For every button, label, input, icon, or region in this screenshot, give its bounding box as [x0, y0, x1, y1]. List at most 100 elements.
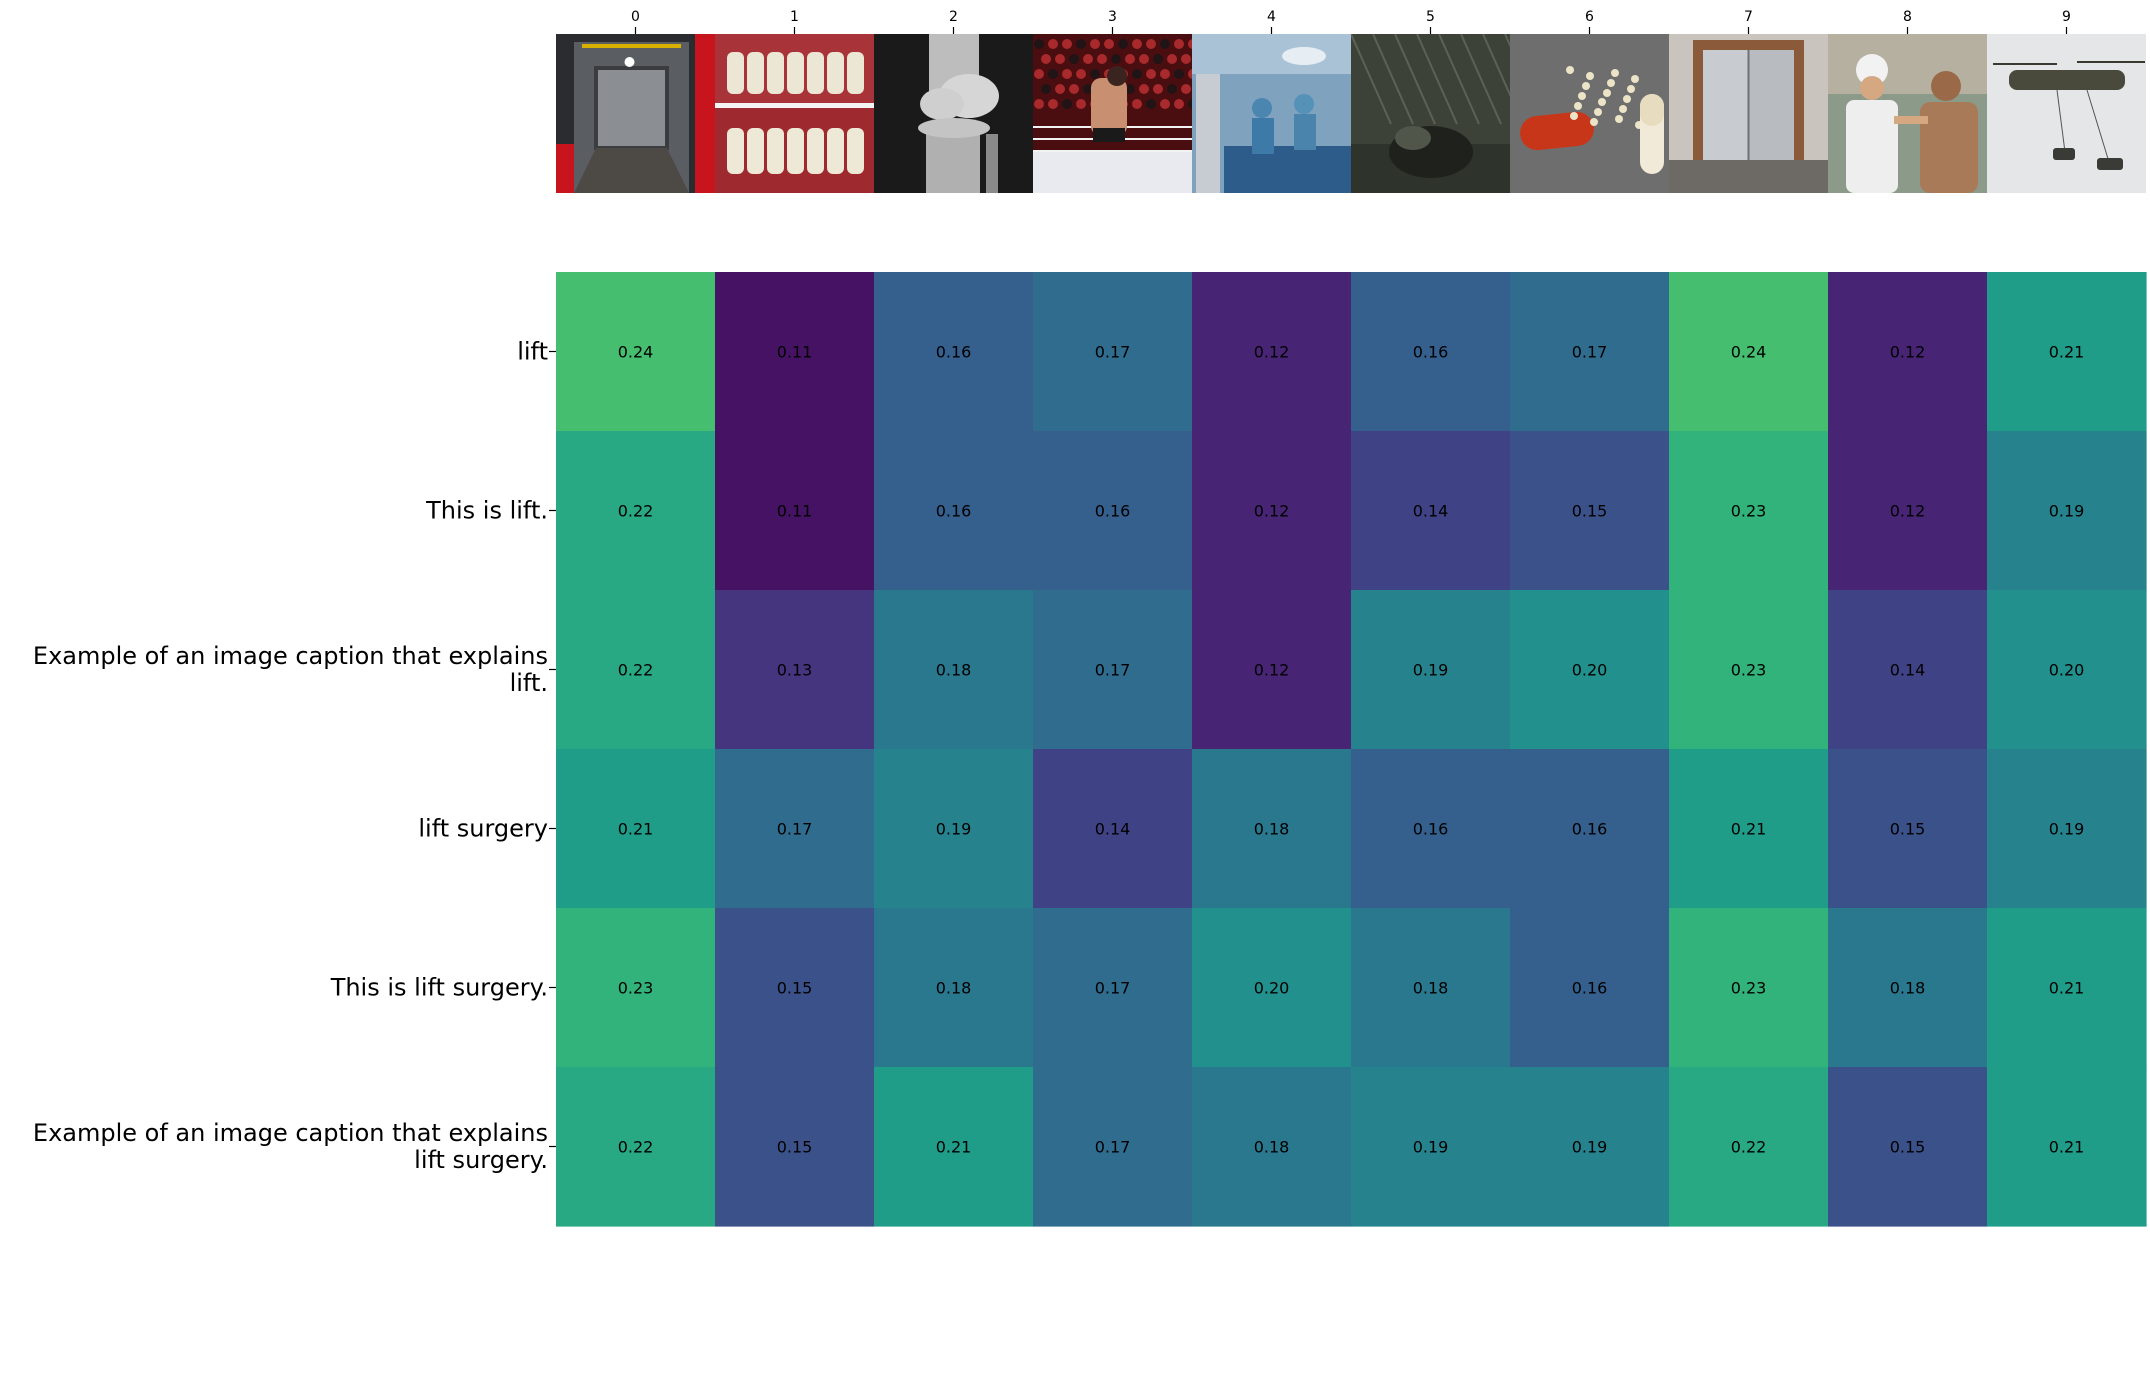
heatmap-cell — [1828, 431, 1988, 591]
cell-value-label: 0.14 — [1413, 502, 1449, 521]
x-tick-label: 0 — [631, 9, 640, 25]
heatmap-cell — [1828, 590, 1988, 750]
heatmap-cell — [1033, 590, 1193, 750]
heatmap-cell — [1510, 590, 1670, 750]
cell-value-label: 0.24 — [1731, 343, 1767, 362]
cell-value-label: 0.15 — [1890, 1138, 1926, 1157]
cell-value-label: 0.17 — [1095, 661, 1131, 680]
heatmap-cell — [1192, 908, 1352, 1068]
cell-value-label: 0.17 — [777, 820, 813, 839]
cell-value-label: 0.23 — [1731, 661, 1767, 680]
heatmap-cell — [1351, 1067, 1511, 1227]
operating-room-photo — [1192, 34, 1351, 193]
cell-value-label: 0.23 — [1731, 502, 1767, 521]
cell-value-label: 0.16 — [1572, 979, 1608, 998]
image-thumbnail-3 — [1033, 34, 1192, 193]
cell-value-label: 0.22 — [1731, 1138, 1767, 1157]
heatmap-cell — [1033, 749, 1193, 909]
cell-value-label: 0.15 — [777, 979, 813, 998]
cell-value-label: 0.19 — [1572, 1138, 1608, 1157]
x-tick-label: 8 — [1903, 9, 1912, 25]
cell-value-label: 0.21 — [2049, 343, 2085, 362]
heatmap-cell — [1351, 431, 1511, 591]
x-tick-label: 3 — [1108, 9, 1117, 25]
heatmap-cell — [1510, 272, 1670, 432]
cell-value-label: 0.21 — [2049, 979, 2085, 998]
cell-value-label: 0.12 — [1890, 343, 1926, 362]
knee-xray-photo — [874, 34, 1033, 193]
x-tick-label: 2 — [949, 9, 958, 25]
image-thumbnail-0 — [556, 34, 715, 193]
elevator-interior-photo — [556, 34, 715, 193]
heatmap-cell — [1669, 431, 1829, 591]
heatmap-cell — [1510, 1067, 1670, 1227]
dark-creature-scene-photo — [1351, 34, 1510, 193]
elevator-doors-photo — [1669, 34, 1828, 193]
heatmap-cell — [1828, 908, 1988, 1068]
heatmap-cell — [1351, 908, 1511, 1068]
cell-value-label: 0.18 — [1254, 1138, 1290, 1157]
image-thumbnail-strip — [556, 34, 2146, 193]
cell-value-label: 0.21 — [2049, 1138, 2085, 1157]
heatmap-cell — [1351, 590, 1511, 750]
heatmap-cell — [1828, 1067, 1988, 1227]
image-thumbnail-5 — [1351, 34, 1510, 193]
x-tick-label: 6 — [1585, 9, 1594, 25]
cell-value-label: 0.11 — [777, 502, 813, 521]
heatmap-cell — [1669, 749, 1829, 909]
image-thumbnail-8 — [1828, 34, 1987, 193]
heatmap-cell — [1351, 272, 1511, 432]
cell-value-label: 0.21 — [618, 820, 654, 839]
doctor-examining-patient-photo — [1828, 34, 1987, 193]
heatmap-cell — [1669, 1067, 1829, 1227]
image-thumbnail-4 — [1192, 34, 1351, 193]
cell-value-label: 0.13 — [777, 661, 813, 680]
x-tick-label: 4 — [1267, 9, 1276, 25]
x-tick-label: 5 — [1426, 9, 1435, 25]
heatmap-cell — [1192, 590, 1352, 750]
heatmap-cells: 0.24 0.11 0.16 0.17 0.12 0.16 0.17 0.24 0.12 0.21… — [556, 272, 2147, 1227]
y-tick-label: lift — [517, 338, 548, 366]
heatmap-cell — [874, 590, 1034, 750]
cell-value-label: 0.19 — [2049, 820, 2085, 839]
x-tick-label: 9 — [2062, 9, 2071, 25]
heatmap-cell — [715, 431, 875, 591]
heatmap-cell — [556, 272, 716, 432]
spilled-capsule-pills-photo — [1510, 34, 1669, 193]
cell-value-label: 0.18 — [1890, 979, 1926, 998]
cell-value-label: 0.18 — [1254, 820, 1290, 839]
cell-value-label: 0.16 — [936, 502, 972, 521]
cell-value-label: 0.12 — [1890, 502, 1926, 521]
heatmap-cell — [1987, 590, 2147, 750]
heatmap-cell — [1987, 908, 2147, 1068]
cell-value-label: 0.17 — [1095, 343, 1131, 362]
image-thumbnail-1 — [715, 34, 874, 193]
cell-value-label: 0.17 — [1572, 343, 1608, 362]
y-axis-ticks: lift This is lift. Example of an image cap… — [33, 338, 556, 1174]
heatmap-cell — [1987, 1067, 2147, 1227]
heatmap-cell — [1510, 749, 1670, 909]
cell-value-label: 0.22 — [618, 1138, 654, 1157]
image-thumbnail-2 — [874, 34, 1033, 193]
heatmap-cell — [1033, 272, 1193, 432]
heatmap-cell — [556, 749, 716, 909]
heatmap-cell — [1192, 431, 1352, 591]
image-thumbnail-9 — [1987, 34, 2146, 193]
heatmap-cell — [715, 749, 875, 909]
heatmap-cell — [715, 908, 875, 1068]
heatmap-cell — [556, 908, 716, 1068]
cell-value-label: 0.18 — [1413, 979, 1449, 998]
cell-value-label: 0.19 — [2049, 502, 2085, 521]
heatmap-cell — [715, 590, 875, 750]
cell-value-label: 0.20 — [2049, 661, 2085, 680]
cell-value-label: 0.16 — [1413, 343, 1449, 362]
y-tick-label: This is lift surgery. — [330, 974, 548, 1002]
heatmap-cell — [1351, 749, 1511, 909]
cell-value-label: 0.17 — [1095, 979, 1131, 998]
y-tick-label: lift surgery — [418, 815, 548, 843]
heatmap-cell — [1828, 272, 1988, 432]
heatmap-cell — [1987, 749, 2147, 909]
cell-value-label: 0.17 — [1095, 1138, 1131, 1157]
heatmap-cell — [1987, 431, 2147, 591]
